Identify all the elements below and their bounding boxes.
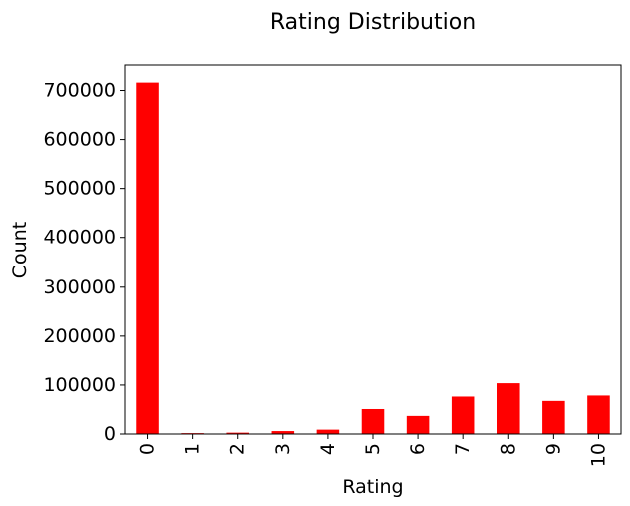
x-tick-label: 10 bbox=[587, 443, 609, 467]
x-tick-label: 6 bbox=[407, 443, 429, 455]
bar-rating-5 bbox=[361, 408, 385, 434]
x-tick-label: 0 bbox=[137, 443, 159, 455]
bar-rating-6 bbox=[406, 415, 430, 434]
y-tick-label: 700000 bbox=[43, 80, 116, 102]
bar-rating-9 bbox=[542, 400, 565, 434]
bar-rating-3 bbox=[271, 431, 295, 434]
y-tick-label: 0 bbox=[104, 423, 116, 445]
bar-rating-0 bbox=[136, 82, 159, 435]
x-axis-label: Rating bbox=[342, 476, 403, 498]
y-axis: 0 100000 200000 300000 400000 500000 600000 700… bbox=[43, 80, 125, 445]
chart-title: Rating Distribution bbox=[270, 10, 476, 35]
x-tick-label: 2 bbox=[227, 443, 249, 455]
bar-rating-10 bbox=[587, 395, 610, 434]
x-axis: 0 1 2 3 4 5 6 7 8 9 10 bbox=[137, 434, 609, 467]
y-tick-label: 300000 bbox=[43, 276, 116, 298]
y-tick-label: 200000 bbox=[43, 325, 116, 347]
bar-rating-7 bbox=[451, 396, 475, 434]
y-axis-label: Count bbox=[9, 222, 31, 278]
x-tick-label: 1 bbox=[182, 443, 204, 455]
bar-rating-2 bbox=[226, 432, 249, 434]
bar-rating-4 bbox=[316, 429, 340, 434]
y-tick-label: 400000 bbox=[43, 227, 116, 249]
bar-rating-8 bbox=[497, 383, 520, 434]
x-tick-label: 5 bbox=[362, 443, 384, 455]
x-tick-label: 8 bbox=[497, 443, 519, 455]
bars-group bbox=[136, 82, 610, 435]
plot-frame bbox=[124, 64, 622, 435]
y-tick-label: 500000 bbox=[43, 178, 116, 200]
y-tick-label: 600000 bbox=[43, 129, 116, 151]
y-tick-label: 100000 bbox=[43, 374, 116, 396]
x-tick-label: 9 bbox=[542, 443, 564, 455]
x-tick-label: 7 bbox=[452, 443, 474, 455]
x-tick-label: 3 bbox=[272, 443, 294, 455]
x-tick-label: 4 bbox=[317, 443, 339, 455]
